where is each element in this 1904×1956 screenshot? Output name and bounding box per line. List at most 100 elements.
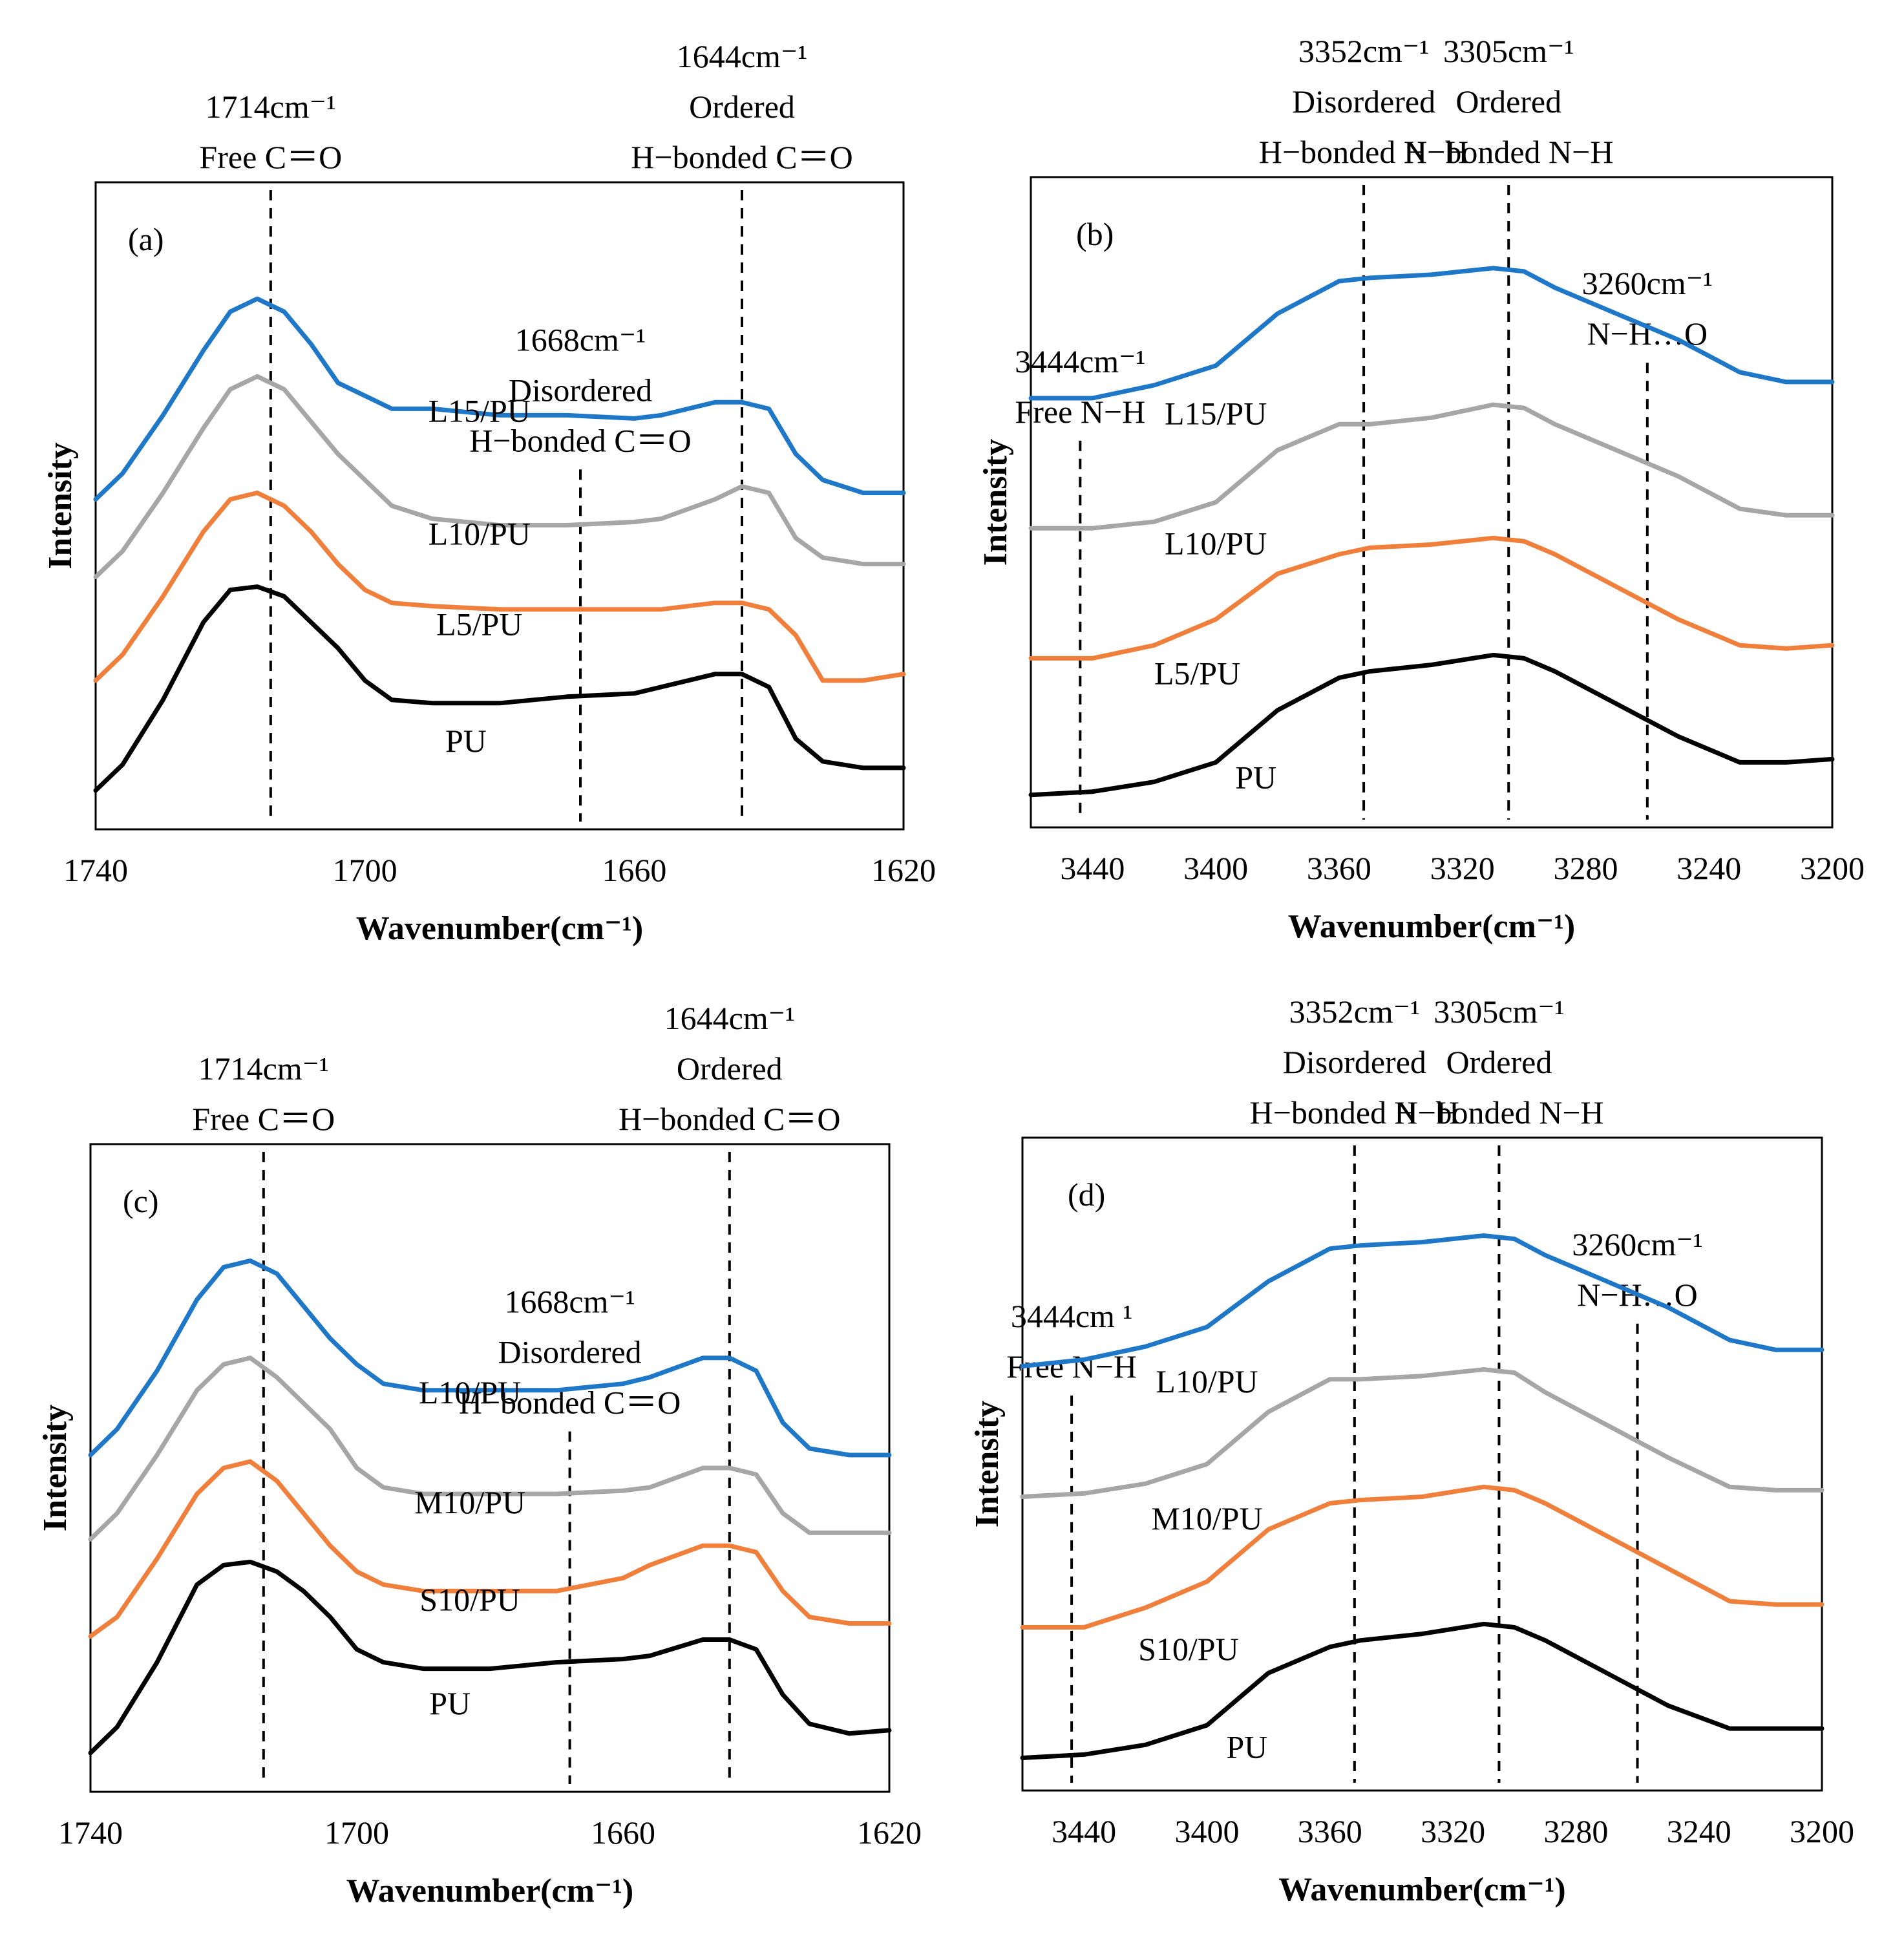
series-label: L5/PU	[1154, 655, 1240, 692]
series-label: S10/PU	[419, 1581, 520, 1617]
series-label: M10/PU	[414, 1484, 525, 1520]
x-axis-title: Wavenumber(cm⁻¹)	[1288, 908, 1576, 945]
panel-label: (a)	[128, 221, 164, 257]
annotation-label: 3444cm ¹	[1011, 1298, 1133, 1334]
plot-frame	[1030, 176, 1834, 829]
y-axis-title: Intensity	[37, 1405, 74, 1531]
x-axis-title: Wavenumber(cm⁻¹)	[1278, 1871, 1566, 1908]
series-label: L15/PU	[1165, 395, 1267, 431]
annotation-label: Disordered	[509, 372, 652, 408]
annotation-label: Free C＝O	[199, 139, 342, 175]
series-line	[88, 1258, 892, 1458]
annotation-label: 3260cm⁻¹	[1572, 1226, 1702, 1262]
y-axis-title: Intensity	[977, 439, 1014, 566]
series-line	[1020, 1367, 1825, 1499]
x-tick-label: 1620	[857, 1814, 922, 1851]
series-label: L10/PU	[428, 516, 531, 552]
series-label: M10/PU	[1151, 1500, 1262, 1536]
plot-frame	[94, 181, 905, 831]
series-label: L10/PU	[1156, 1363, 1258, 1399]
series-line	[88, 1355, 892, 1542]
annotation-label: 3352cm⁻¹	[1298, 33, 1429, 69]
x-axis-title: Wavenumber(cm⁻¹)	[346, 1873, 634, 1909]
x-tick-label: 3440	[1052, 1813, 1116, 1849]
x-tick-label: 1700	[333, 852, 397, 888]
annotation-label: 3444cm⁻¹	[1015, 343, 1145, 379]
x-axis-title: Wavenumber(cm⁻¹)	[356, 910, 644, 947]
annotation-label: 1644cm⁻¹	[664, 1000, 795, 1036]
panel-label: (b)	[1076, 216, 1114, 252]
panel-a: 1740 1700 1660 1620 Wavenumber(cm⁻¹) Intensit…	[42, 38, 936, 947]
panel-label: (c)	[123, 1183, 159, 1219]
annotation-label: 1644cm⁻¹	[677, 38, 807, 74]
series-label: L10/PU	[419, 1374, 521, 1410]
x-tick-label: 1660	[591, 1814, 655, 1851]
x-tick-label: 1740	[63, 852, 128, 888]
series-label: L10/PU	[1165, 525, 1267, 561]
annotation-label: H−bonded C＝O	[631, 139, 852, 175]
series-line	[1028, 402, 1835, 531]
x-tick-label: 3240	[1677, 850, 1741, 886]
x-tick-label: 3360	[1307, 850, 1371, 886]
x-tick-label: 3320	[1421, 1813, 1485, 1849]
x-tick-label: 1660	[602, 852, 666, 888]
x-tick-label: 3320	[1430, 850, 1495, 886]
series-line	[1028, 535, 1835, 661]
annotation-label: 3352cm⁻¹	[1289, 994, 1420, 1030]
panel-d: 3440 3400 3360 3320 3280 3240 3200 Wavenumber(c…	[969, 994, 1854, 1908]
series-label: PU	[1235, 760, 1276, 796]
series-line	[88, 1559, 892, 1756]
series-label: PU	[1226, 1729, 1267, 1765]
x-tick-label: 3400	[1183, 850, 1248, 886]
series-line	[1020, 1233, 1825, 1368]
series-line	[1020, 1621, 1825, 1760]
x-tick-label: 3200	[1790, 1813, 1854, 1849]
annotation-label: Disordered	[1292, 83, 1435, 120]
annotation-label: Disordered	[1283, 1044, 1426, 1080]
x-tick-label: 3400	[1174, 1813, 1239, 1849]
x-tick-label: 3440	[1060, 850, 1125, 886]
annotation-label: 1668cm⁻¹	[515, 321, 646, 357]
annotation-label: 1714cm⁻¹	[206, 89, 336, 125]
series-line	[93, 584, 906, 793]
x-tick-label: 1740	[58, 1814, 123, 1851]
plot-frame	[89, 1143, 891, 1793]
y-axis-title: Intensity	[969, 1401, 1006, 1527]
series-line	[93, 296, 906, 502]
x-tick-label: 3240	[1667, 1813, 1731, 1849]
panel-b: 3440 3400 3360 3320 3280 3240 3200 Wavenumber(c…	[977, 33, 1865, 945]
annotation-label: Ordered	[689, 89, 795, 125]
annotation-label: H−bonded C＝O	[619, 1101, 840, 1137]
annotation-label: H−bonded N−H	[1394, 1094, 1603, 1131]
series-label: PU	[445, 723, 487, 759]
series-line	[1020, 1484, 1825, 1630]
annotation-label: 1668cm⁻¹	[504, 1284, 635, 1320]
series-line	[1028, 266, 1835, 401]
x-tick-label: 3280	[1543, 1813, 1608, 1849]
x-tick-label: 1620	[871, 852, 936, 888]
annotation-label: 1714cm⁻¹	[198, 1050, 329, 1087]
plot-frame	[1021, 1136, 1823, 1792]
annotation-label: 3305cm⁻¹	[1433, 994, 1564, 1030]
annotation-label: H−bonded N−H	[1404, 134, 1613, 170]
annotation-label: Ordered	[677, 1050, 783, 1087]
annotation-label: H−bonded N−H	[1259, 134, 1468, 170]
series-line	[88, 1459, 892, 1639]
x-tick-label: 3200	[1800, 850, 1865, 886]
annotation-label: H−bonded C＝O	[469, 422, 691, 458]
series-line	[93, 374, 906, 580]
series-line	[1028, 652, 1835, 798]
annotation-label: Ordered	[1446, 1044, 1552, 1080]
annotation-label: Ordered	[1455, 83, 1561, 120]
x-tick-label: 3360	[1298, 1813, 1362, 1849]
x-tick-label: 3280	[1553, 850, 1618, 886]
series-label: L5/PU	[436, 606, 522, 643]
annotation-label: 3260cm⁻¹	[1582, 265, 1713, 301]
series-label: L15/PU	[428, 392, 531, 429]
series-label: S10/PU	[1138, 1631, 1239, 1667]
y-axis-title: Intensity	[42, 442, 79, 569]
series-label: PU	[429, 1685, 471, 1721]
panel-c: 1740 1700 1660 1620 Wavenumber(cm⁻¹) Intensit…	[37, 1000, 922, 1909]
x-tick-label: 1700	[324, 1814, 389, 1851]
